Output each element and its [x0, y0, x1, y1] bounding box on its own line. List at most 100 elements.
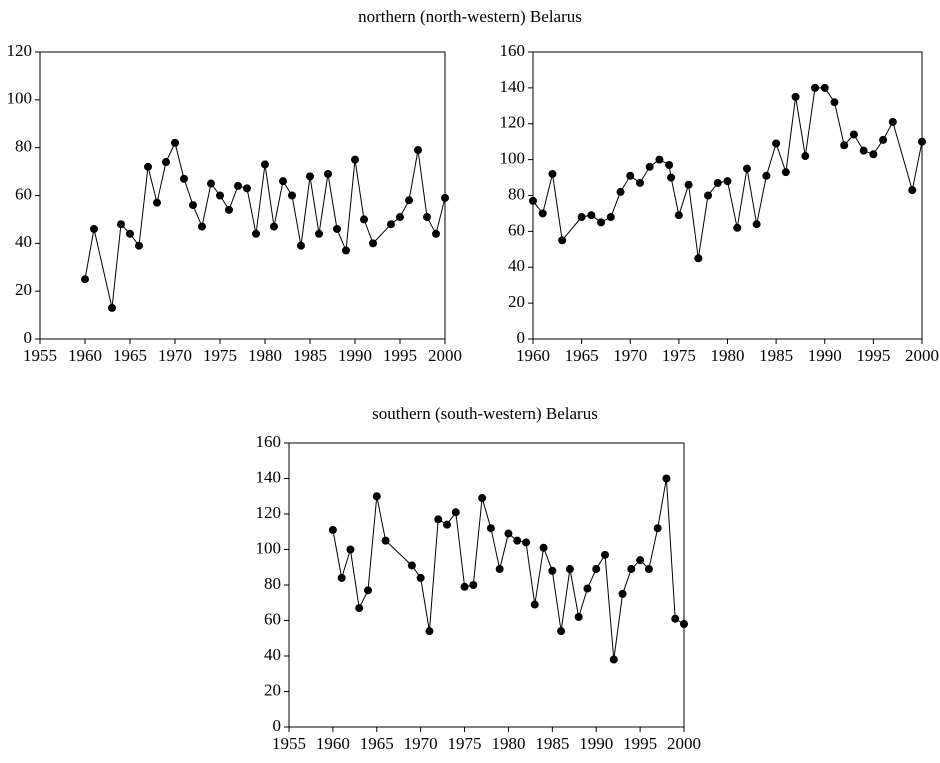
- data-point: [557, 627, 566, 636]
- data-point: [811, 83, 820, 92]
- data-point: [346, 545, 355, 554]
- data-point: [270, 222, 278, 231]
- data-point: [288, 191, 296, 200]
- data-point: [306, 172, 314, 181]
- data-point: [315, 229, 323, 238]
- y-tick-label: 40: [264, 645, 281, 664]
- data-point: [108, 303, 116, 312]
- data-point: [667, 173, 676, 182]
- y-tick-label: 20: [15, 280, 32, 299]
- data-point: [662, 474, 671, 483]
- data-point: [644, 565, 653, 574]
- data-point: [495, 565, 504, 574]
- data-point: [364, 586, 372, 595]
- y-tick-label: 80: [15, 137, 32, 156]
- data-point: [653, 524, 662, 533]
- data-point: [504, 529, 513, 538]
- data-point: [618, 589, 627, 598]
- y-tick-label: 80: [264, 574, 281, 593]
- data-point: [645, 162, 654, 171]
- x-tick-label: 1985: [759, 346, 793, 365]
- data-point: [918, 137, 926, 146]
- data-point: [460, 582, 469, 591]
- data-point: [558, 236, 567, 245]
- x-tick-label: 1965: [360, 734, 394, 753]
- x-tick-label: 1995: [383, 346, 417, 365]
- data-point: [443, 520, 451, 529]
- x-tick-label: 1955: [23, 346, 57, 365]
- data-point: [234, 181, 242, 190]
- x-tick-label: 1990: [579, 734, 613, 753]
- data-point: [425, 627, 434, 636]
- data-point: [849, 130, 858, 139]
- x-tick-label: 1970: [404, 734, 438, 753]
- x-tick-label: 2000: [905, 346, 939, 365]
- data-point: [333, 224, 341, 233]
- plot-frame: [288, 442, 685, 728]
- y-tick-label: 100: [256, 538, 282, 557]
- data-point: [407, 561, 416, 570]
- data-point: [548, 566, 557, 575]
- data-point: [243, 184, 251, 193]
- data-point: [279, 177, 287, 186]
- plot-frame: [532, 51, 923, 340]
- x-tick-label: 1985: [293, 346, 327, 365]
- data-point: [342, 246, 350, 255]
- y-tick-label: 0: [24, 328, 33, 347]
- x-tick-label: 1985: [535, 734, 569, 753]
- data-point: [565, 565, 574, 574]
- data-point: [655, 155, 664, 164]
- x-tick-label: 1990: [338, 346, 372, 365]
- y-tick-label: 100: [500, 149, 526, 168]
- data-point: [180, 174, 188, 183]
- data-point: [432, 229, 440, 238]
- data-point: [616, 187, 625, 196]
- data-point: [324, 169, 332, 178]
- data-point: [81, 275, 89, 284]
- y-tick-label: 100: [7, 89, 33, 108]
- data-point: [369, 239, 377, 248]
- x-tick-label: 1995: [623, 734, 657, 753]
- data-point: [405, 196, 413, 205]
- data-point: [522, 538, 530, 547]
- data-point: [772, 139, 781, 148]
- data-point: [530, 600, 539, 609]
- data-point: [869, 150, 878, 159]
- data-point: [791, 92, 800, 101]
- y-tick-label: 140: [500, 77, 526, 96]
- data-point: [830, 98, 839, 107]
- plot-frame: [39, 51, 446, 340]
- x-tick-label: 1975: [448, 734, 482, 753]
- data-point: [90, 224, 98, 233]
- data-point: [126, 229, 134, 238]
- y-tick-label: 160: [500, 41, 526, 60]
- data-point: [583, 584, 592, 593]
- data-point: [423, 213, 431, 222]
- data-point: [665, 161, 674, 170]
- x-tick-label: 1965: [113, 346, 147, 365]
- data-point: [888, 117, 897, 126]
- data-point: [144, 162, 152, 171]
- chart-title: northern (north-western) Belarus: [358, 7, 582, 26]
- x-tick-label: 2000: [428, 346, 462, 365]
- y-tick-label: 60: [508, 220, 525, 239]
- y-tick-label: 120: [256, 503, 282, 522]
- data-point: [577, 213, 586, 222]
- data-point: [781, 168, 790, 177]
- data-point: [117, 220, 125, 229]
- data-point: [372, 492, 381, 501]
- data-point: [574, 612, 583, 621]
- x-tick-label: 1995: [856, 346, 890, 365]
- x-tick-label: 1960: [316, 734, 350, 753]
- data-point: [171, 138, 179, 147]
- x-tick-label: 1965: [565, 346, 599, 365]
- chart-title: southern (south-western) Belarus: [372, 404, 598, 423]
- data-point: [355, 604, 364, 613]
- data-point: [694, 254, 703, 263]
- y-tick-label: 140: [256, 467, 282, 486]
- data-point: [879, 135, 888, 144]
- data-point: [592, 565, 601, 574]
- x-tick-label: 1980: [711, 346, 745, 365]
- y-tick-label: 120: [7, 41, 33, 60]
